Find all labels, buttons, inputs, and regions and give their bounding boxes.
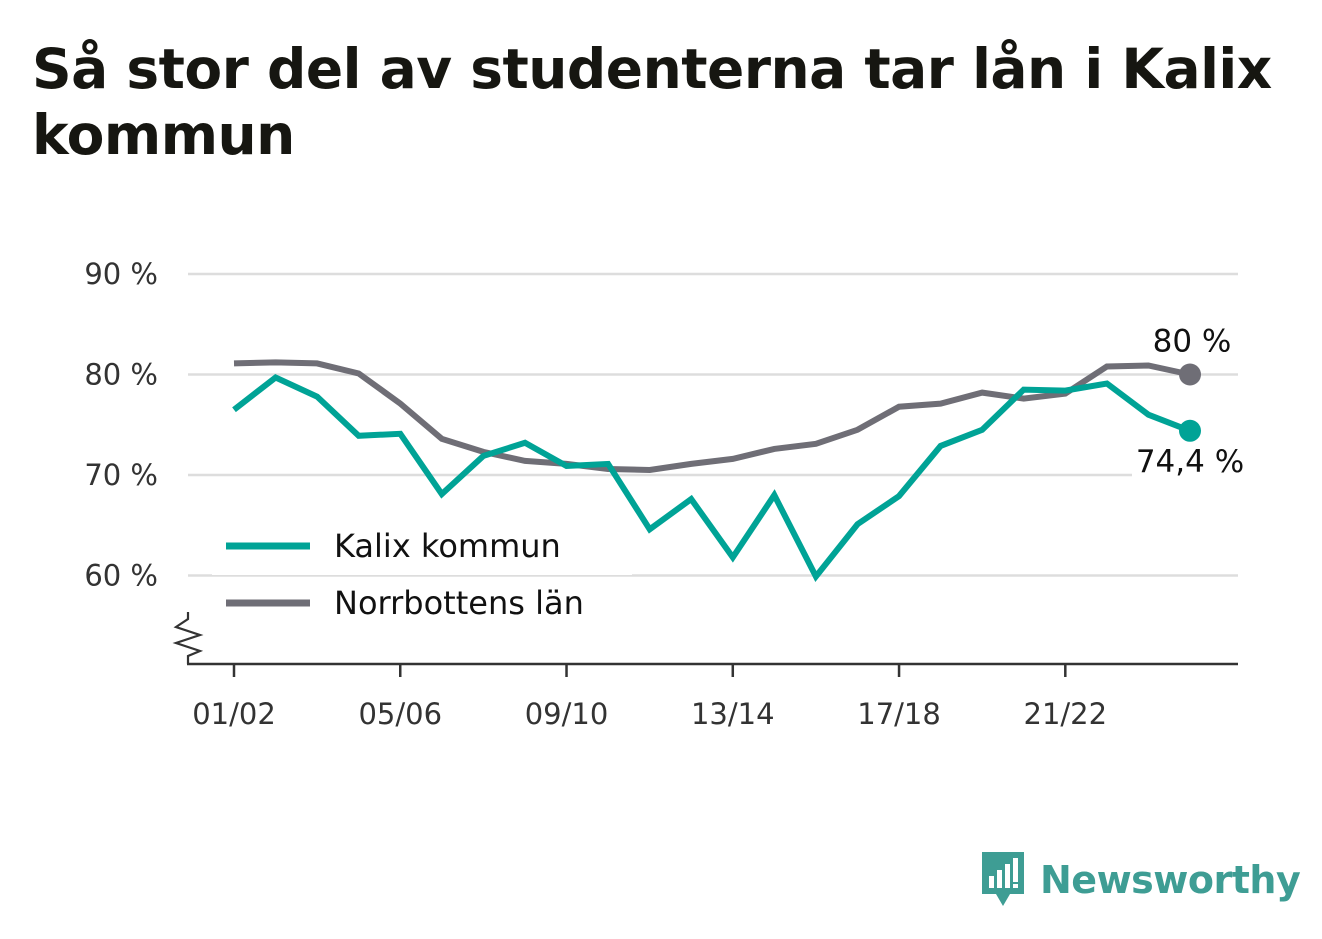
y-axis-ticks: 60 % 70 % 80 % 90 % — [84, 257, 158, 593]
x-tick-label: 01/02 — [192, 697, 276, 731]
x-tick-label: 17/18 — [857, 697, 941, 731]
legend-label: Norrbottens län — [334, 584, 584, 622]
end-label-norrbotten: 80 % — [1153, 324, 1232, 360]
y-tick-label: 60 % — [84, 559, 158, 593]
series-lines — [232, 359, 1201, 583]
series-line-kalix-kommun — [232, 374, 1192, 583]
newsworthy-logo-icon — [982, 852, 1024, 906]
y-tick-label: 90 % — [84, 257, 158, 291]
logo-text: Newsworthy — [1040, 858, 1301, 902]
axis-break-icon — [172, 612, 204, 664]
legend: Kalix kommun Norrbottens län — [212, 520, 632, 622]
y-tick-label: 70 % — [84, 458, 158, 492]
series-line-norrbottens-län — [233, 359, 1191, 474]
end-label-background — [1132, 448, 1248, 487]
x-tick-label: 21/22 — [1024, 697, 1108, 731]
gridlines — [188, 272, 1238, 577]
legend-label: Kalix kommun — [334, 527, 561, 565]
x-tick-label: 05/06 — [358, 697, 442, 731]
newsworthy-logo: Newsworthy — [980, 850, 1301, 910]
axes — [172, 612, 1238, 666]
x-axis-ticks: 01/02 05/06 09/10 13/14 17/18 21/22 — [192, 664, 1107, 731]
series-end-point-norrbottens-län — [1179, 363, 1201, 386]
series-end-point-kalix-kommun — [1179, 419, 1201, 442]
chart-title: Så stor del av studenterna tar lån i Kal… — [32, 37, 1272, 167]
x-tick-label: 09/10 — [525, 697, 609, 731]
end-label-kalix: 74,4 % — [1136, 444, 1244, 480]
end-labels: 80 % 74,4 % — [1132, 324, 1248, 487]
y-tick-label: 80 % — [84, 358, 158, 392]
x-tick-label: 13/14 — [691, 697, 775, 731]
